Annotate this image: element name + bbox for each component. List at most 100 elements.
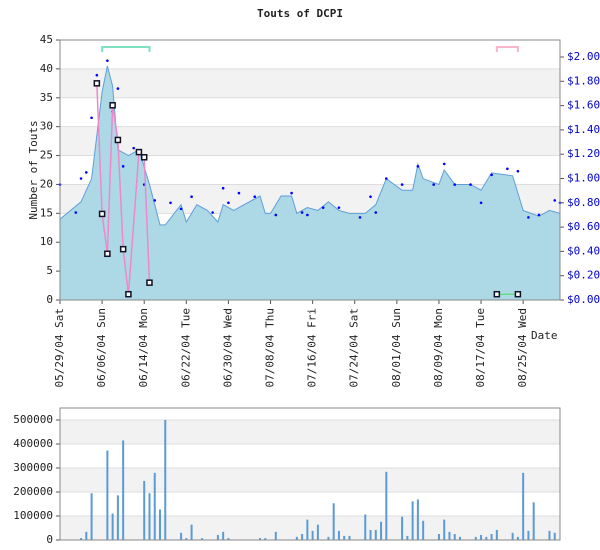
volume-bar: [448, 531, 451, 540]
y-tick-label: 10: [40, 235, 53, 248]
price-point: [516, 169, 520, 173]
y-tick-label: 45: [40, 33, 53, 46]
price-point: [85, 171, 88, 174]
price-point: [190, 195, 193, 199]
grid-band: [60, 420, 560, 444]
y-tick-label: 200000: [13, 485, 53, 498]
price-point: [374, 211, 378, 214]
price-point: [169, 201, 172, 205]
range-bracket: [495, 46, 519, 52]
price-point: [79, 177, 83, 180]
price-point: [321, 206, 325, 209]
signal-marker: [98, 210, 106, 218]
volume-bar: [216, 534, 219, 540]
volume-bar: [443, 519, 446, 540]
price-point: [74, 211, 78, 214]
y2-tick-label: $2.00: [567, 50, 600, 63]
volume-bar: [337, 530, 340, 540]
x-tick-label: 07/08/04 Thu: [264, 308, 277, 387]
y-tick-label: 300000: [13, 461, 53, 474]
volume-bar: [522, 472, 525, 540]
volume-bar: [148, 493, 151, 540]
x-tick-label: 07/24/04 Sat: [348, 308, 361, 387]
volume-bar: [153, 472, 156, 540]
grid-band: [60, 468, 560, 492]
price-point: [290, 191, 293, 195]
y2-tick-label: $0.00: [567, 293, 600, 306]
price-point: [527, 216, 530, 219]
volume-bar: [90, 493, 93, 540]
volume-bar: [406, 535, 409, 540]
signal-marker: [140, 154, 148, 161]
y2-tick-label: $1.20: [567, 147, 600, 160]
price-point: [300, 211, 304, 214]
x-tick-label: 08/17/04 Tue: [474, 308, 487, 387]
volume-bar: [343, 535, 346, 540]
price-point: [237, 191, 241, 195]
y2-tick-label: $0.80: [567, 196, 600, 209]
price-point: [274, 213, 278, 217]
y-tick-label: 15: [40, 206, 53, 219]
x-tick-label: 08/25/04 Wed: [516, 308, 529, 387]
price-point: [132, 146, 135, 150]
volume-bar: [327, 536, 330, 540]
y2-tick-label: $1.60: [567, 99, 600, 112]
volume-bar: [116, 495, 119, 540]
volume-bar: [453, 534, 456, 540]
volume-bar: [437, 534, 440, 540]
y-tick-label: 5: [46, 264, 53, 277]
price-point: [337, 206, 341, 209]
x-tick-label: 06/14/04 Mon: [137, 308, 150, 387]
y-tick-label: 0: [46, 533, 53, 546]
volume-bar: [401, 516, 404, 540]
price-point: [306, 213, 309, 217]
volume-bar: [474, 536, 477, 540]
price-point: [106, 59, 109, 62]
x-axis-label: Date: [531, 329, 558, 342]
signal-marker: [104, 250, 111, 258]
price-point: [95, 73, 99, 77]
volume-bar: [306, 519, 309, 540]
volume-bar: [316, 524, 319, 540]
x-tick-label: 08/01/04 Sun: [390, 308, 403, 387]
y-tick-label: 25: [40, 149, 53, 162]
price-point: [490, 173, 493, 177]
volume-bar: [143, 480, 146, 540]
signal-marker: [119, 245, 127, 253]
price-point: [253, 195, 257, 199]
y2-tick-label: $1.00: [567, 172, 600, 185]
price-point: [432, 183, 435, 186]
volume-bar: [480, 534, 483, 540]
volume-bar: [411, 501, 414, 540]
grid-band: [60, 68, 560, 98]
price-point: [116, 87, 120, 90]
volume-bar: [364, 514, 367, 540]
volume-bar: [85, 531, 88, 540]
volume-bar: [385, 471, 388, 540]
x-tick-label: 06/22/04 Tue: [179, 308, 192, 387]
signal-marker: [125, 290, 132, 298]
plot-frame: [59, 407, 561, 541]
price-point: [227, 201, 230, 205]
y-tick-label: 100000: [13, 509, 53, 522]
signal-marker: [146, 279, 153, 286]
signal-marker: [109, 102, 116, 109]
volume-bar: [111, 513, 114, 540]
volume-bar: [185, 538, 188, 540]
volume-bar: [332, 503, 335, 540]
volume-bar: [490, 534, 493, 540]
volume-bar: [553, 532, 556, 540]
volume-bar: [459, 536, 461, 540]
volume-bar: [122, 440, 125, 540]
x-tick-label: 08/09/04 Mon: [432, 308, 445, 387]
price-point: [442, 162, 446, 166]
y2-tick-label: $0.40: [567, 244, 600, 257]
y-tick-label: 20: [40, 177, 53, 190]
volume-bar: [201, 538, 204, 540]
x-tick-label: 06/06/04 Sun: [95, 308, 108, 387]
volume-bar: [106, 450, 109, 540]
price-point: [369, 195, 372, 199]
y-tick-label: 400000: [13, 437, 53, 450]
